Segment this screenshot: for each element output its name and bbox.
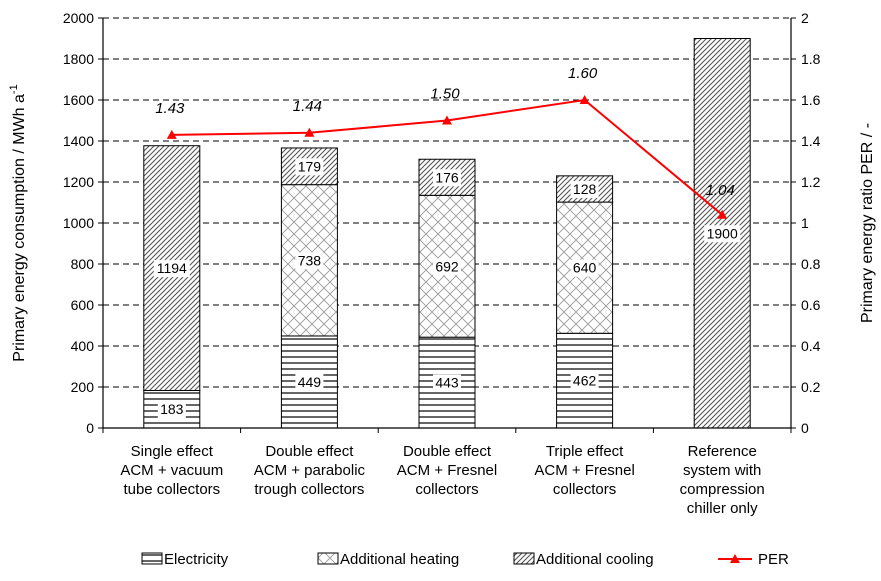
x-category-line-0-0: Single effect: [131, 443, 214, 460]
legend-marker-per: [730, 554, 740, 563]
data-label-bg-1-2: [433, 258, 461, 276]
data-label-additional-heating-2: 692: [435, 258, 459, 274]
y-tick-label-8: 1600: [63, 92, 94, 108]
x-category-line-4-1: system with: [683, 462, 761, 479]
data-label-additional-cooling-1: 179: [298, 158, 322, 174]
y2-tick-label-7: 1.4: [801, 133, 821, 149]
y-tick-label-9: 1800: [63, 51, 94, 67]
data-label-bg-0-2: [433, 374, 461, 392]
x-category-line-0-2: tube collectors: [123, 481, 220, 498]
per-label-4: 1.04: [706, 182, 735, 199]
y2-axis-title: Primary energy ratio PER / -: [859, 123, 876, 323]
data-label-bg-2-4: [704, 225, 741, 243]
x-category-label-4: Reference system with compression chiller o…: [680, 443, 765, 517]
data-label-electricity-2: 443: [435, 375, 459, 391]
legend-label-per: PER: [758, 551, 789, 568]
y2-tick-label-2: 0.4: [801, 338, 821, 354]
y-tick-label-0: 0: [86, 420, 94, 436]
legend-label-electricity: Electricity: [164, 551, 229, 568]
x-category-line-4-0: Reference: [688, 443, 757, 460]
data-label-additional-heating-1: 738: [298, 252, 322, 268]
y2-tick-label-5: 1: [801, 215, 809, 231]
x-category-line-2-1: ACM + Fresnel: [397, 462, 497, 479]
data-label-bg-0-3: [570, 372, 599, 390]
data-label-additional-cooling-3: 128: [573, 181, 597, 197]
y-tick-label-5: 1000: [63, 215, 94, 231]
data-label-additional-cooling-0: 1194: [157, 260, 187, 276]
y-tick-label-4: 800: [71, 256, 95, 272]
y2-tick-label-3: 0.6: [801, 297, 821, 313]
data-label-additional-cooling-2: 176: [435, 169, 459, 185]
x-category-line-1-2: trough collectors: [254, 481, 364, 498]
data-label-bg-1-3: [570, 259, 599, 277]
y-tick-label-3: 600: [71, 297, 95, 313]
data-label-bg-0-1: [295, 373, 324, 391]
data-label-bg-1-1: [295, 252, 324, 270]
x-category-line-0-1: ACM + vacuum: [120, 462, 223, 479]
per-label-0: 1.43: [155, 100, 185, 117]
per-label-2: 1.50: [430, 86, 460, 103]
x-category-label-2: Double effect ACM + Fresnel collectors: [397, 443, 497, 498]
y-tick-label-6: 1200: [63, 174, 94, 190]
y2-tick-label-10: 2: [801, 10, 809, 26]
per-marker-3: [579, 95, 590, 104]
per-marker-2: [442, 115, 452, 125]
y-tick-label-7: 1400: [63, 133, 94, 149]
x-category-line-3-0: Triple effect: [546, 443, 624, 460]
data-label-electricity-1: 449: [298, 374, 322, 390]
per-marker-1: [304, 127, 315, 137]
data-label-bg-2-3: [570, 180, 599, 198]
data-label-electricity-0: 183: [160, 401, 184, 417]
x-category-line-1-0: Double effect: [265, 443, 354, 460]
legend-swatch-additional-heating: [317, 552, 339, 565]
per-label-3: 1.60: [568, 65, 598, 82]
legend-swatch-additional-cooling: [513, 552, 535, 565]
y-tick-label-1: 200: [71, 379, 95, 395]
per-marker-0: [166, 129, 177, 139]
x-category-line-1-1: ACM + parabolic: [254, 462, 366, 479]
data-label-bg-2-2: [433, 169, 461, 187]
x-category-line-2-2: collectors: [415, 481, 478, 498]
per-marker-4: [717, 209, 728, 219]
x-category-label-1: Double effect ACM + parabolic trough colle…: [254, 443, 366, 498]
x-category-label-3: Triple effect ACM + Fresnel collectors: [534, 443, 634, 498]
data-label-additional-cooling-4: 1900: [707, 225, 738, 241]
data-label-bg-2-0: [153, 260, 190, 278]
per-label-1: 1.44: [293, 98, 322, 115]
x-category-label-0: Single effect ACM + vacuum tube collectors: [120, 443, 223, 498]
data-label-electricity-3: 462: [573, 373, 597, 389]
y2-tick-label-6: 1.2: [801, 174, 821, 190]
y-tick-label-10: 2000: [63, 10, 94, 26]
x-category-line-4-3: chiller only: [687, 500, 758, 517]
y2-tick-label-9: 1.8: [801, 51, 821, 67]
y2-tick-label-4: 0.8: [801, 256, 821, 272]
y2-tick-label-1: 0.2: [801, 379, 821, 395]
legend-label-additional-cooling: Additional cooling: [536, 551, 654, 568]
data-label-bg-2-1: [295, 158, 324, 176]
legend-label-additional-heating: Additional heating: [340, 551, 459, 568]
y2-tick-label-0: 0: [801, 420, 809, 436]
data-label-bg-0-0: [157, 401, 186, 419]
legend-swatch-electricity: [141, 552, 163, 565]
x-category-line-3-2: collectors: [553, 481, 616, 498]
x-category-line-4-2: compression: [680, 481, 765, 498]
y-axis-title-superscript: -1: [8, 84, 20, 94]
y-tick-label-2: 400: [71, 338, 95, 354]
y2-tick-label-8: 1.6: [801, 92, 821, 108]
x-category-line-3-1: ACM + Fresnel: [534, 462, 634, 479]
y-axis-title: Primary energy consumption / MWh a-1: [8, 84, 28, 361]
data-label-additional-heating-3: 640: [573, 260, 597, 276]
x-category-line-2-0: Double effect: [403, 443, 492, 460]
y-axis-title-main: Primary energy consumption / MWh a: [11, 94, 28, 362]
